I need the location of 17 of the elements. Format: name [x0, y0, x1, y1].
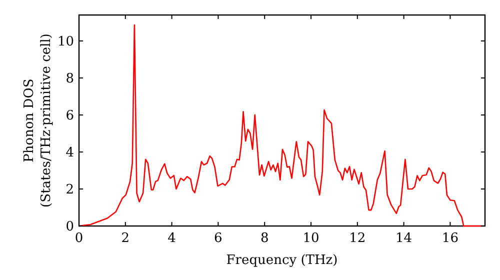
x-tick-label: 16	[442, 231, 458, 246]
y-tick-label: 4	[66, 146, 74, 161]
y-axis-title: Phonon DOS (States/THz·primitive cell)	[22, 33, 54, 208]
x-axis-title: Frequency (THz)	[226, 253, 338, 268]
x-tick-label: 6	[214, 231, 222, 246]
line-series	[78, 24, 484, 227]
y-tick-label: 8	[66, 71, 74, 86]
y-tick-label: 2	[66, 182, 74, 198]
x-tick-label: 10	[302, 231, 320, 246]
x-tick-label: 2	[121, 231, 130, 246]
y-tick-label: 6	[66, 108, 74, 124]
x-tick-label: 8	[260, 231, 269, 246]
y-tick-label: 10	[57, 34, 74, 50]
x-tick-label: 4	[168, 231, 176, 246]
x-tick-label: 12	[349, 231, 366, 246]
x-tick-label: 14	[396, 231, 412, 246]
y-tick-label: 0	[66, 220, 74, 235]
